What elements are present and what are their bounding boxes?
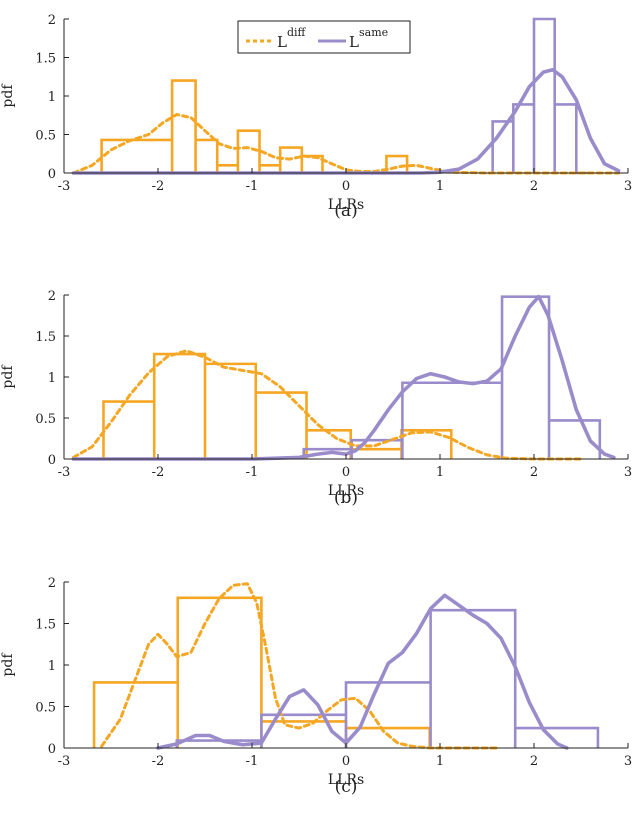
x-tick-label: 3: [624, 179, 632, 194]
legend-same-base: L: [349, 33, 359, 51]
legend: L diff L same: [237, 20, 411, 54]
y-axis-label: pdf: [0, 364, 16, 389]
y-tick-label: 0: [48, 453, 56, 468]
x-tick-label: 2: [530, 465, 538, 480]
x-tick-label: 3: [624, 465, 632, 480]
y-tick-label: 1.5: [35, 330, 56, 345]
legend-same-sup: same: [359, 26, 388, 39]
y-tick-label: 0: [48, 167, 56, 182]
x-tick-label: 1: [436, 179, 444, 194]
x-tick-label: -1: [246, 754, 259, 769]
caption-c: (c): [335, 777, 358, 797]
caption-b: (b): [334, 488, 358, 508]
x-axis-label: LLRs: [328, 772, 364, 788]
y-tick-label: 1: [48, 90, 56, 105]
histogram-diff-b: [102, 352, 453, 459]
density-curve-diff-a: [71, 113, 621, 175]
y-tick-label: 2: [48, 13, 56, 28]
y-tick-label: 2: [48, 289, 56, 304]
x-tick-label: 0: [342, 465, 350, 480]
legend-diff-sup: diff: [287, 26, 307, 39]
y-tick-label: 0.5: [35, 129, 56, 144]
x-tick-label: 2: [530, 179, 538, 194]
x-tick-label: 3: [624, 754, 632, 769]
histogram-same-a: [491, 17, 587, 175]
x-tick-label: -2: [152, 465, 165, 480]
y-tick-label: 1.5: [35, 618, 56, 633]
histogram-diff-a: [100, 79, 429, 175]
caption-a: (a): [334, 201, 357, 221]
histogram-same-b: [302, 295, 602, 459]
y-axis-label: pdf: [0, 83, 16, 108]
density-curve-diff-c: [100, 582, 498, 750]
panel-b: -3 -2 -1 0 1 2 3 0 0.5 1 1.5 2 LLRs pdf (b): [0, 289, 632, 508]
x-tick-label: -3: [58, 179, 71, 194]
y-tick-label: 2: [48, 576, 56, 591]
y-tick-label: 1: [48, 371, 56, 386]
x-tick-label: 1: [436, 754, 444, 769]
x-tick-label: -1: [246, 465, 259, 480]
panel-c: -3 -2 -1 0 1 2 3 0 0.5 1 1.5 2 LLRs pdf (c): [0, 576, 632, 797]
x-tick-label: 1: [436, 465, 444, 480]
density-curve-diff-b: [71, 349, 583, 461]
y-tick-label: 1.5: [35, 52, 56, 67]
density-curve-same-c: [156, 593, 569, 750]
y-tick-label: 0.5: [35, 412, 56, 427]
x-tick-label: 0: [342, 179, 350, 194]
y-axis-label: pdf: [0, 652, 16, 677]
x-axis-label: LLRs: [328, 483, 364, 499]
histogram-diff-c: [92, 596, 431, 748]
x-tick-label: 0: [342, 754, 350, 769]
density-curve-same-a: [71, 68, 621, 175]
legend-diff-base: L: [277, 33, 287, 51]
panel-a: -3 -2 -1 0 1 2 3 0 0.5 1 1.5 2 LLRs pdf (a): [0, 13, 632, 221]
x-tick-label: 2: [530, 754, 538, 769]
x-tick-label: -1: [246, 179, 259, 194]
x-tick-label: -3: [58, 754, 71, 769]
y-tick-label: 1: [48, 659, 56, 674]
density-curve-same-b: [71, 294, 616, 461]
legend-box: [237, 20, 411, 54]
x-tick-label: -3: [58, 465, 71, 480]
y-tick-label: 0: [48, 742, 56, 757]
x-tick-label: -2: [152, 179, 165, 194]
y-tick-label: 0.5: [35, 701, 56, 716]
x-tick-label: -2: [152, 754, 165, 769]
x-axis-label: LLRs: [328, 197, 364, 213]
